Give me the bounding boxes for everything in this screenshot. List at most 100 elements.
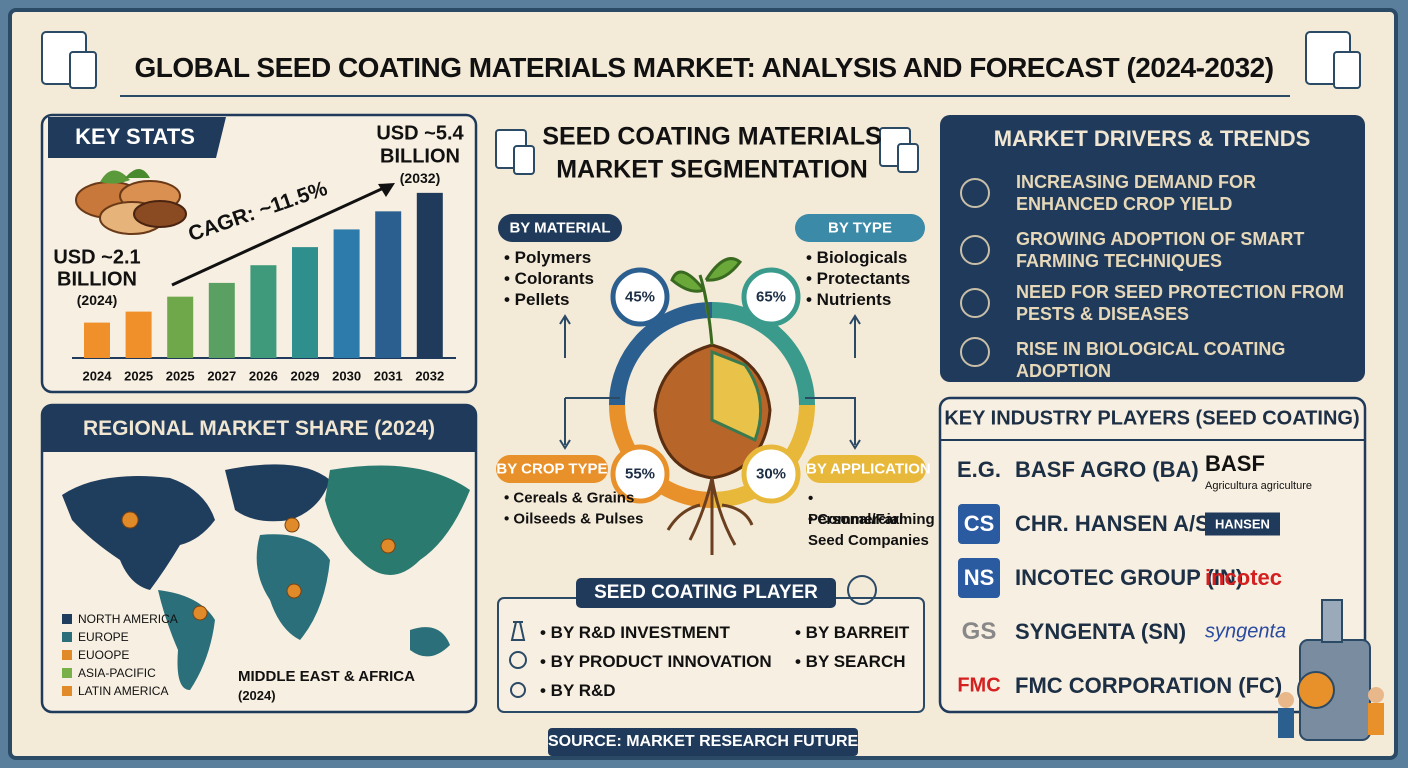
x-tick-label: 2029 xyxy=(290,368,320,384)
player-item: • BY R&D xyxy=(540,681,616,700)
quadrant-item: • Oilseeds & Pulses xyxy=(504,510,644,528)
quadrant-item: • Protectants xyxy=(806,269,911,288)
machine-illustration xyxy=(1278,599,1384,741)
regional-title: REGIONAL MARKET SHARE (2024) xyxy=(83,417,435,440)
regional-tab xyxy=(42,405,476,452)
legend-swatch xyxy=(62,686,72,696)
quadrant-item: • Polymers xyxy=(504,248,592,267)
key-stats-tab xyxy=(48,117,226,158)
company-logo: syngenta xyxy=(1205,620,1287,643)
player-item: • BY R&D INVESTMENT xyxy=(540,623,730,642)
player-item: • BY SEARCH xyxy=(795,652,906,671)
legend-swatches xyxy=(62,614,72,696)
region-label: MIDDLE EAST & AFRICA xyxy=(238,668,415,685)
quadrant-percent: 65% xyxy=(755,288,787,306)
driver-item: NEED FOR SEED PROTECTION FROM PESTS & DI… xyxy=(1016,282,1345,324)
company-logo: HANSEN xyxy=(1205,512,1280,536)
cagr-arrow xyxy=(171,184,389,287)
bar xyxy=(375,211,402,358)
quadrant-item: • Cereals & Grains xyxy=(504,489,635,507)
x-tick-label: 2024 xyxy=(82,368,112,384)
heading-pill xyxy=(496,455,608,483)
seed-diagram xyxy=(559,257,861,555)
heading-pill xyxy=(806,455,926,483)
bar xyxy=(125,311,152,358)
bar xyxy=(250,265,277,358)
key-stats-title: KEY STATS xyxy=(75,124,195,149)
driver-icons xyxy=(960,178,990,367)
nuts-illustration xyxy=(75,169,187,235)
bar xyxy=(84,322,110,358)
legend-swatch xyxy=(62,614,72,624)
legend-label: EUOOPE xyxy=(78,648,130,662)
badge: CS xyxy=(963,511,995,536)
world-map xyxy=(62,464,470,690)
annotation: BILLION xyxy=(57,268,137,291)
company-name: FMC CORPORATION (FC) xyxy=(1015,673,1283,698)
legend-swatch xyxy=(62,632,72,642)
quadrant-heading: BY APPLICATION xyxy=(806,460,931,478)
annotation: (2024) xyxy=(76,292,118,308)
seg-title: MARKET SEGMENTATION xyxy=(556,155,868,184)
x-tick-label: 2032 xyxy=(415,368,445,384)
seg-title: SEED COATING MATERIALS xyxy=(542,122,882,151)
x-tick-label: 2031 xyxy=(373,368,403,384)
doc-icon xyxy=(41,31,1361,175)
quadrant-heading: BY TYPE xyxy=(828,219,892,237)
legend-swatch xyxy=(62,668,72,678)
badge xyxy=(958,504,1000,544)
player-item: • BY BARREIT xyxy=(795,623,910,642)
bar xyxy=(333,229,360,358)
quadrant-item: • Commercial Seed Companies xyxy=(808,511,929,549)
source: SOURCE: MARKET RESEARCH FUTURE xyxy=(548,733,859,750)
annotation: USD ~5.4 xyxy=(376,122,464,145)
logo-subtitle: Agricultura agriculture xyxy=(1205,480,1312,492)
quadrant-item: • Biologicals xyxy=(806,248,908,267)
percent-circle xyxy=(741,444,801,504)
source-bar xyxy=(548,728,858,756)
company-name: INCOTEC GROUP (IN) xyxy=(1015,565,1244,590)
quadrant-percent: 30% xyxy=(755,465,787,483)
percent-circles xyxy=(496,214,926,504)
quadrant-heading: BY MATERIAL xyxy=(509,219,611,237)
badge: E.G. xyxy=(956,457,1001,482)
arrow-head xyxy=(378,183,395,197)
bar xyxy=(167,296,194,358)
badge: FMC xyxy=(957,674,1001,697)
badge xyxy=(958,558,1000,598)
quadrant-percent: 45% xyxy=(624,288,656,306)
player-item: • BY PRODUCT INNOVATION xyxy=(540,652,772,671)
legend-label: LATIN AMERICA xyxy=(78,684,169,698)
company-name: BASF AGRO (BA) xyxy=(1015,457,1199,482)
quadrant-item: • Pellets xyxy=(504,290,570,309)
x-tick-label: 2030 xyxy=(332,368,362,384)
legend-label: EUROPE xyxy=(78,630,129,644)
badge: GS xyxy=(961,618,997,645)
driver-item: GROWING ADOPTION OF SMART FARMING TECHNI… xyxy=(1016,229,1305,271)
quadrant-percent: 55% xyxy=(624,465,656,483)
quadrant-item: • Colorants xyxy=(504,269,595,288)
player-tab xyxy=(576,578,836,608)
legend-swatch xyxy=(62,650,72,660)
company-name: SYNGENTA (SN) xyxy=(1015,619,1187,644)
company-logo: BASF xyxy=(1205,451,1265,476)
company-logo: incotec xyxy=(1205,565,1283,590)
x-tick-label: 2026 xyxy=(248,368,278,384)
player-icons xyxy=(509,575,877,698)
bar xyxy=(208,282,235,358)
driver-item: RISE IN BIOLOGICAL COATING ADOPTION xyxy=(1016,339,1286,381)
quadrant-item: • Nutrients xyxy=(806,290,892,309)
annotation: BILLION xyxy=(380,145,460,168)
page-title: GLOBAL SEED COATING MATERIALS MARKET: AN… xyxy=(134,52,1274,83)
player-title: SEED COATING PLAYER xyxy=(594,582,818,603)
heading-pill xyxy=(795,214,925,242)
annotation: USD ~2.1 xyxy=(53,246,141,269)
players-title: KEY INDUSTRY PLAYERS (SEED COATING) xyxy=(944,407,1360,430)
annotation: (2032) xyxy=(399,170,441,186)
drivers-panel xyxy=(940,115,1365,382)
percent-circle xyxy=(610,444,670,504)
region-year: (2024) xyxy=(238,688,276,703)
heading-pill xyxy=(498,214,622,242)
percent-circle xyxy=(610,267,670,327)
